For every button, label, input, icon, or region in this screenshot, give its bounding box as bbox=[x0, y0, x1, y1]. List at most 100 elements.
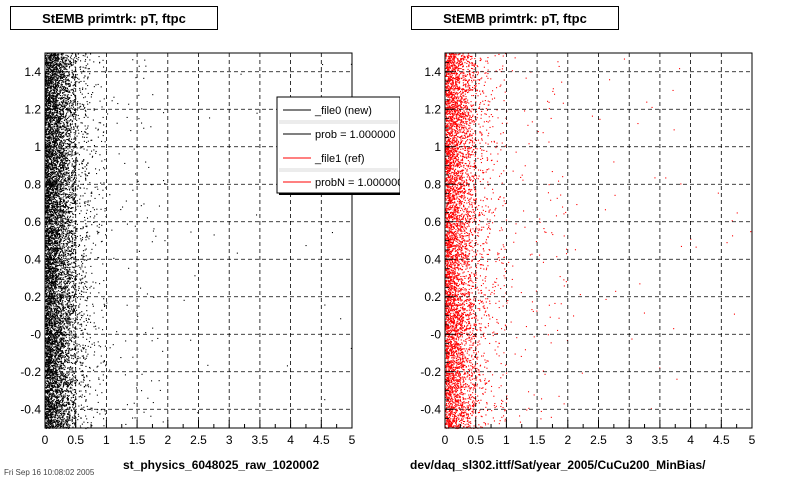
data-point bbox=[56, 247, 58, 249]
data-point bbox=[57, 252, 59, 254]
data-point bbox=[50, 374, 52, 376]
data-point bbox=[45, 291, 47, 293]
data-point bbox=[54, 99, 56, 101]
data-point bbox=[48, 123, 50, 125]
data-point bbox=[51, 313, 53, 315]
data-point bbox=[55, 66, 57, 68]
data-point bbox=[51, 395, 53, 397]
data-point bbox=[53, 270, 55, 272]
data-point bbox=[49, 313, 51, 315]
data-point bbox=[52, 89, 54, 91]
data-point bbox=[48, 182, 50, 184]
data-point bbox=[52, 411, 54, 413]
data-point bbox=[58, 260, 60, 262]
data-point bbox=[45, 144, 47, 146]
data-point bbox=[56, 306, 58, 308]
data-point bbox=[62, 257, 64, 259]
data-point bbox=[55, 84, 57, 86]
data-point bbox=[45, 172, 47, 174]
data-point bbox=[45, 162, 47, 164]
data-point bbox=[50, 424, 52, 426]
data-point bbox=[51, 305, 53, 307]
data-point bbox=[53, 301, 55, 303]
data-point bbox=[46, 156, 48, 158]
data-point bbox=[49, 324, 51, 326]
data-point bbox=[46, 59, 48, 61]
data-point bbox=[49, 388, 51, 390]
data-point bbox=[49, 284, 51, 286]
data-point bbox=[51, 283, 53, 285]
data-point bbox=[56, 373, 58, 375]
data-point bbox=[55, 151, 57, 153]
data-point bbox=[53, 70, 55, 72]
data-point bbox=[50, 177, 52, 179]
data-point bbox=[53, 298, 55, 300]
data-point bbox=[45, 203, 47, 205]
data-point bbox=[50, 294, 52, 296]
data-point bbox=[53, 87, 55, 89]
data-point bbox=[51, 155, 53, 157]
data-point bbox=[51, 343, 53, 345]
data-point bbox=[51, 82, 53, 84]
data-point bbox=[46, 238, 48, 240]
data-point bbox=[45, 221, 47, 223]
data-point bbox=[46, 92, 48, 94]
data-point bbox=[49, 375, 51, 377]
data-point bbox=[55, 110, 57, 112]
data-point bbox=[53, 85, 55, 87]
data-point bbox=[56, 93, 58, 95]
data-point bbox=[52, 114, 54, 116]
data-point bbox=[47, 426, 49, 428]
data-point bbox=[59, 68, 61, 70]
data-point bbox=[47, 244, 49, 246]
data-point bbox=[47, 377, 49, 379]
data-point bbox=[54, 291, 56, 293]
data-point bbox=[57, 109, 59, 111]
data-point bbox=[53, 374, 55, 376]
data-point bbox=[54, 339, 56, 341]
data-point bbox=[50, 337, 52, 339]
data-point bbox=[52, 274, 54, 276]
data-point bbox=[54, 107, 56, 109]
data-point bbox=[45, 78, 47, 80]
data-point bbox=[47, 328, 49, 330]
data-point bbox=[54, 250, 56, 252]
data-point bbox=[46, 140, 48, 142]
data-point bbox=[48, 338, 50, 340]
data-point bbox=[52, 281, 54, 283]
data-point bbox=[46, 416, 48, 418]
data-point bbox=[55, 265, 57, 267]
data-point bbox=[52, 274, 54, 276]
data-point bbox=[58, 402, 60, 404]
data-point bbox=[53, 364, 55, 366]
data-point bbox=[48, 219, 50, 221]
data-point bbox=[47, 200, 49, 202]
data-point bbox=[60, 101, 62, 103]
data-point bbox=[49, 147, 51, 149]
data-point bbox=[45, 345, 47, 347]
data-point bbox=[46, 88, 48, 90]
data-point bbox=[50, 359, 52, 361]
data-point bbox=[49, 420, 51, 422]
data-point bbox=[46, 342, 48, 344]
data-point bbox=[50, 184, 52, 186]
data-point bbox=[47, 76, 49, 78]
data-point bbox=[49, 56, 51, 58]
data-point bbox=[59, 274, 61, 276]
data-point bbox=[50, 137, 52, 139]
data-point bbox=[51, 59, 53, 61]
data-point bbox=[56, 310, 58, 312]
data-point bbox=[56, 96, 58, 98]
data-point bbox=[48, 337, 50, 339]
data-point bbox=[50, 361, 52, 363]
data-point bbox=[52, 111, 54, 113]
data-point bbox=[49, 155, 51, 157]
data-point bbox=[53, 225, 55, 227]
data-point bbox=[46, 217, 48, 219]
data-point bbox=[53, 306, 55, 308]
data-point bbox=[56, 157, 58, 159]
data-point bbox=[55, 135, 57, 137]
data-point bbox=[49, 111, 51, 113]
data-point bbox=[49, 120, 51, 122]
data-point bbox=[51, 192, 53, 194]
